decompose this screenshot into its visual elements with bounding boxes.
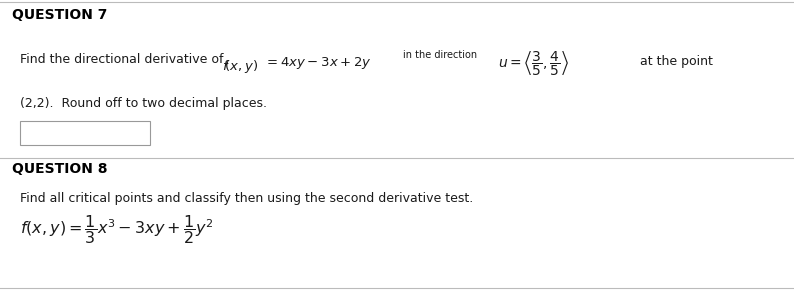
Text: $u = \left\langle \dfrac{3}{5}, \dfrac{4}{5} \right\rangle$: $u = \left\langle \dfrac{3}{5}, \dfrac{4… [498, 50, 569, 78]
FancyBboxPatch shape [20, 121, 150, 145]
Text: $f\!\left(x,y\right)$: $f\!\left(x,y\right)$ [222, 58, 258, 75]
Text: Find all critical points and classify then using the second derivative test.: Find all critical points and classify th… [20, 192, 473, 205]
Text: QUESTION 8: QUESTION 8 [12, 162, 107, 176]
Text: $= 4xy - 3x + 2y$: $= 4xy - 3x + 2y$ [264, 55, 372, 71]
Text: (2,2).  Round off to two decimal places.: (2,2). Round off to two decimal places. [20, 97, 267, 110]
Text: in the direction: in the direction [403, 50, 477, 60]
Text: QUESTION 7: QUESTION 7 [12, 8, 107, 22]
Text: at the point: at the point [640, 55, 713, 68]
Text: Find the directional derivative of: Find the directional derivative of [20, 53, 228, 66]
Text: $f(x,y) = \dfrac{1}{3}x^3 - 3xy + \dfrac{1}{2}y^2$: $f(x,y) = \dfrac{1}{3}x^3 - 3xy + \dfrac… [20, 213, 214, 246]
